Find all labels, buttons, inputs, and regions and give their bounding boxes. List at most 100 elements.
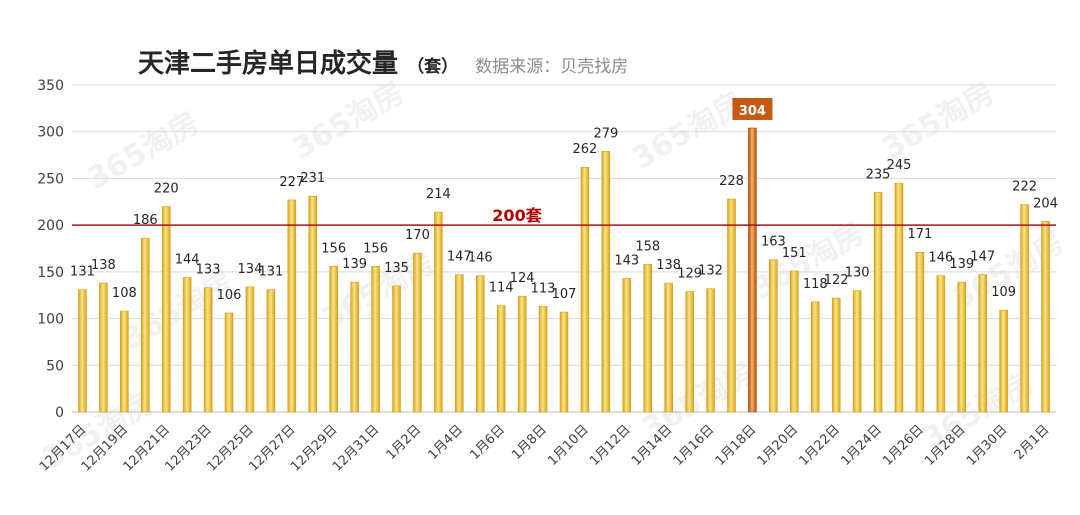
data-label: 235 (866, 167, 891, 182)
data-label: 262 (573, 142, 598, 157)
bar (350, 281, 359, 413)
data-label: 228 (719, 174, 744, 189)
x-tick-label: 1月12日 (587, 422, 634, 469)
watermark-text: 365淘房 (287, 75, 411, 167)
watermark-text: 365淘房 (82, 105, 206, 197)
bar (622, 278, 632, 413)
bar (790, 270, 799, 413)
data-label: 158 (635, 239, 660, 254)
bar (371, 266, 380, 413)
x-tick-label: 1月18日 (713, 422, 760, 469)
data-label: 139 (342, 257, 367, 272)
y-tick-label: 250 (37, 171, 64, 187)
bar (1020, 204, 1029, 413)
data-label: 151 (782, 246, 807, 261)
data-label: 204 (1033, 196, 1058, 211)
bar (580, 166, 590, 413)
bar (99, 282, 108, 413)
data-labels: 1311381081862201441331061341312272311561… (70, 97, 1058, 303)
data-label: 139 (949, 257, 974, 272)
data-label: 146 (928, 251, 953, 266)
data-label: 114 (489, 280, 514, 295)
data-label: 113 (531, 281, 556, 296)
bar (894, 182, 904, 413)
bar (434, 211, 443, 413)
x-tick-label: 1月24日 (838, 422, 885, 469)
bar (161, 206, 171, 413)
data-label: 231 (300, 171, 325, 186)
bar (203, 287, 213, 413)
data-label: 144 (175, 252, 200, 267)
data-label: 147 (970, 250, 995, 265)
bar (978, 274, 987, 413)
data-label: 156 (363, 241, 388, 256)
data-label: 109 (991, 285, 1016, 300)
watermark-text: 365淘房 (877, 75, 1001, 167)
bar (873, 192, 883, 413)
bar (643, 264, 652, 413)
y-axis: 0 50 100 150 200 250 300 350 (37, 78, 64, 421)
bar (769, 259, 778, 413)
watermark-text: 365淘房 (747, 215, 871, 307)
bar (517, 295, 527, 413)
chart-title-text: 天津二手房单日成交量 (138, 48, 398, 79)
data-label: 214 (426, 187, 451, 202)
data-label: 133 (196, 263, 221, 278)
bar (496, 305, 506, 413)
data-label: 222 (1012, 180, 1037, 195)
x-tick-label: 12月31日 (330, 422, 382, 474)
bar (245, 286, 255, 413)
x-tick-label: 2月1日 (1012, 422, 1053, 463)
y-tick-label: 350 (37, 78, 64, 94)
chart-source: 数据来源：贝壳找房 (475, 57, 628, 77)
watermark-text: 365淘房 (627, 85, 751, 177)
bar (1041, 221, 1050, 413)
data-label: 138 (91, 258, 116, 273)
bar (287, 199, 297, 413)
x-tick-label: 1月4日 (425, 422, 466, 463)
data-label: 170 (405, 228, 430, 243)
data-label: 304 (739, 104, 766, 119)
chart-unit: （套） (407, 56, 458, 77)
bar (664, 282, 673, 413)
data-label: 122 (824, 273, 849, 288)
bar (936, 275, 946, 413)
bar (329, 266, 338, 413)
data-label: 186 (133, 213, 158, 228)
data-label: 143 (614, 253, 639, 268)
bar (413, 252, 422, 413)
data-label: 108 (112, 286, 137, 301)
bar (78, 289, 87, 413)
bar (476, 275, 485, 413)
bar (748, 127, 757, 413)
x-axis: 12月17日12月19日12月21日12月23日12月25日12月27日12月2… (37, 422, 1052, 474)
bar (120, 310, 129, 413)
data-label: 227 (279, 175, 304, 190)
bar (831, 297, 841, 413)
x-tick-label: 1月8日 (509, 422, 550, 463)
bar (601, 151, 611, 413)
data-label: 130 (845, 266, 870, 281)
bar (810, 301, 820, 413)
data-label: 132 (698, 264, 723, 279)
data-label: 163 (761, 235, 786, 250)
data-label: 135 (384, 261, 409, 276)
watermark-text: 365淘房 (117, 265, 241, 357)
y-tick-label: 200 (37, 218, 64, 234)
highlight-label-box (732, 97, 773, 120)
data-label: 129 (677, 266, 702, 281)
bar (308, 195, 318, 413)
bar (957, 281, 967, 413)
y-tick-label: 100 (37, 312, 64, 328)
bar (559, 311, 569, 413)
data-label: 279 (593, 126, 618, 141)
bar (392, 285, 401, 413)
reference-line-group: 200套 (72, 206, 1056, 226)
data-label: 146 (468, 251, 493, 266)
x-tick-label: 1月2日 (384, 422, 425, 463)
data-label: 106 (217, 288, 242, 303)
data-label: 147 (447, 250, 472, 265)
bar (706, 288, 715, 413)
bar (915, 251, 925, 413)
data-label: 171 (908, 227, 933, 242)
